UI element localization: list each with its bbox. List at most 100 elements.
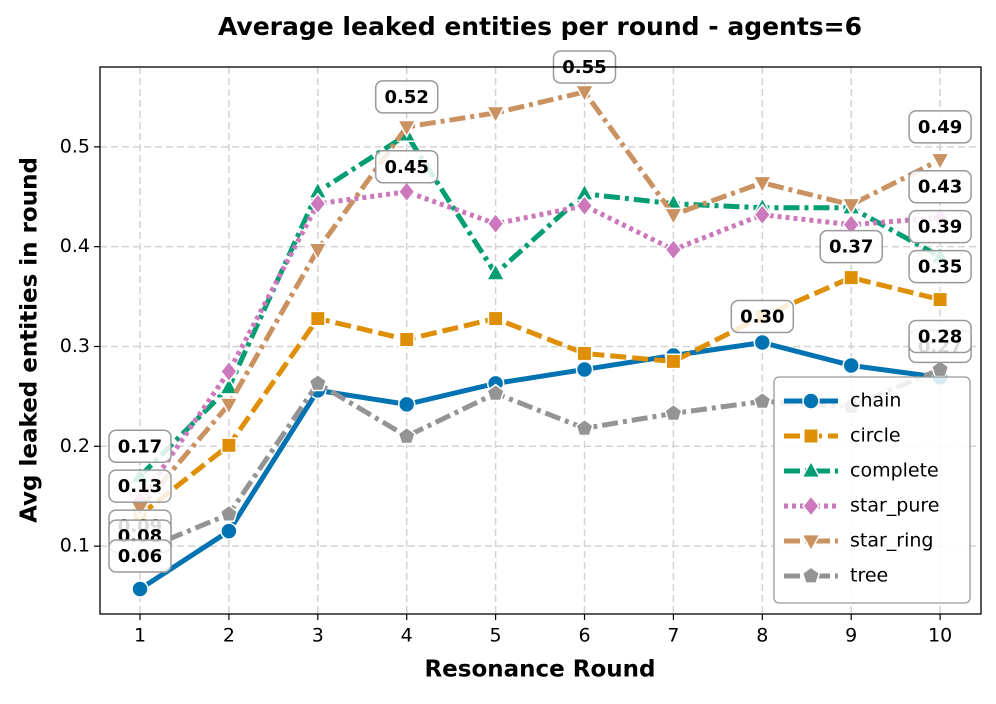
annotation-label: 0.28	[918, 326, 962, 347]
marker	[842, 356, 860, 375]
marker	[219, 360, 238, 383]
x-tick-label: 2	[223, 625, 235, 647]
legend-label: tree	[850, 565, 888, 587]
x-tick-label: 7	[667, 625, 679, 647]
marker	[398, 331, 415, 348]
annotation-box	[108, 539, 172, 573]
annotation-box	[908, 169, 972, 204]
x-tick-label: 4	[401, 625, 413, 647]
marker	[308, 192, 327, 215]
marker	[397, 180, 416, 203]
marker	[131, 580, 149, 598]
annotation-box	[374, 80, 439, 114]
annotation-box	[819, 229, 883, 264]
annotation-label: 0.35	[918, 257, 962, 278]
legend: chain circle complete star_pure star_ringtre…	[773, 376, 971, 604]
marker	[803, 428, 819, 444]
marker	[220, 522, 238, 540]
annotation-label: 0.49	[918, 117, 962, 138]
annotation-box	[908, 110, 972, 144]
series-line	[138, 89, 942, 510]
annotation-label: 0.17	[118, 436, 162, 457]
annotation-label: 0.39	[918, 217, 962, 238]
x-tick-label: 5	[490, 625, 502, 647]
annotation-label: 0.45	[384, 157, 428, 178]
x-tick-label: 9	[845, 625, 857, 647]
annotations: 0.170.130.090.080.060.520.450.550.300.37…	[108, 50, 972, 573]
marker	[218, 397, 239, 416]
marker	[308, 373, 328, 392]
plot-frame	[99, 66, 982, 615]
annotation-box	[908, 319, 972, 354]
marker	[664, 403, 683, 422]
marker	[930, 152, 951, 171]
marker	[574, 84, 595, 104]
chart-title: Average leaked entities per round - agen…	[218, 12, 862, 41]
marker	[801, 566, 821, 584]
marker	[487, 310, 504, 327]
marker	[575, 194, 594, 217]
marker	[485, 105, 506, 125]
x-tick-label: 8	[756, 625, 768, 647]
y-tick-label: 0.1	[60, 535, 90, 557]
marker	[753, 203, 772, 226]
marker	[800, 533, 822, 553]
marker	[220, 437, 237, 454]
annotation-label: 0.06	[118, 546, 162, 567]
legend-label: star_pure	[850, 495, 940, 517]
annotation-label: 0.37	[829, 237, 873, 258]
series-line	[138, 274, 941, 518]
annotation-box	[908, 209, 972, 244]
series-line	[137, 189, 941, 503]
annotation-box	[374, 150, 439, 184]
marker	[307, 242, 328, 261]
legend-label: star_ring	[850, 530, 934, 552]
legend-label: chain	[850, 390, 901, 412]
x-tick-label: 6	[578, 625, 590, 647]
marker	[665, 353, 682, 370]
marker	[843, 269, 860, 286]
marker	[753, 391, 772, 410]
marker	[753, 333, 772, 352]
marker	[485, 262, 506, 281]
y-tick-label: 0.5	[60, 135, 90, 157]
marker	[752, 175, 773, 194]
marker	[397, 426, 416, 445]
x-tick-label: 1	[134, 625, 146, 647]
annotation-box	[108, 429, 172, 464]
marker	[486, 383, 505, 402]
marker	[576, 345, 593, 362]
marker	[932, 291, 949, 308]
marker	[841, 197, 862, 216]
series	[129, 84, 951, 520]
annotation-label: 0.43	[918, 177, 962, 198]
legend-box	[773, 376, 971, 604]
marker	[575, 360, 594, 379]
marker	[800, 459, 822, 479]
annotation-box	[730, 299, 795, 334]
marker	[396, 119, 417, 139]
marker	[486, 212, 505, 235]
marker	[664, 238, 683, 261]
x-tick-label: 3	[312, 625, 324, 647]
annotation-label: 0.13	[118, 476, 162, 497]
y-tick-label: 0.2	[60, 435, 90, 457]
marker	[397, 395, 416, 414]
annotation-box	[108, 469, 172, 503]
annotation-box	[908, 249, 972, 284]
x-tick-label: 10	[928, 625, 952, 647]
marker	[218, 376, 239, 395]
plot	[129, 84, 951, 598]
marker	[802, 494, 820, 518]
y-tick-label: 0.4	[60, 235, 90, 257]
marker	[219, 504, 239, 523]
annotation-label: 0.52	[384, 87, 428, 108]
x-axis-label: Resonance Round	[424, 657, 655, 683]
legend-label: complete	[850, 460, 939, 482]
legend-label: circle	[850, 425, 901, 447]
marker	[802, 392, 820, 410]
y-axis-label: Avg leaked entities in round	[17, 157, 43, 523]
marker	[309, 310, 326, 327]
marker	[575, 418, 594, 437]
